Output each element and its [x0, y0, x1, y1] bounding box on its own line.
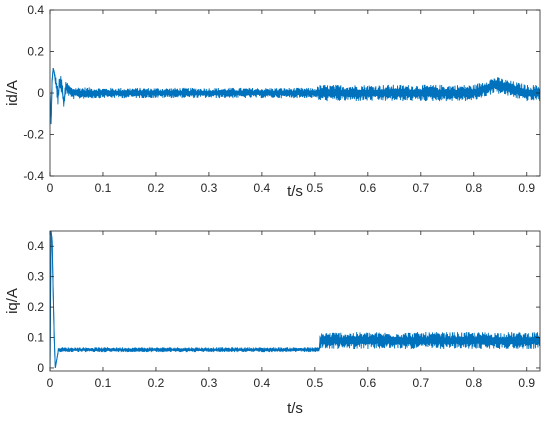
iq-ytick-label: 0.2	[27, 300, 44, 314]
id-ytick-label: 0	[37, 86, 44, 100]
id-ytick-label: -0.4	[23, 169, 44, 183]
id-xtick-label: 0.9	[518, 181, 535, 195]
id-xtick-label: 0.3	[201, 181, 218, 195]
id-xtick-label: 0.5	[307, 181, 324, 195]
id-xtick-label: 0.7	[412, 181, 429, 195]
id-xtick-label: 0.2	[148, 181, 165, 195]
iq-series-line	[50, 232, 540, 368]
id-xtick-label: 0.8	[465, 181, 482, 195]
iq-ytick-label: 0	[37, 361, 44, 375]
id-plot-frame	[49, 9, 541, 177]
id-xlabel: t/s	[287, 183, 303, 200]
id-xtick-label: 0.1	[95, 181, 112, 195]
id-ticks: 0 0.1 0.2 0.3 0.4 0.5 0.6 0.7 0.8 0.9 -0.4 -0.2 0 0.2…	[23, 3, 540, 195]
id-xtick-label: 0.4	[254, 181, 271, 195]
id-series-trend	[50, 67, 540, 125]
iq-xtick-label: 0.5	[307, 376, 324, 390]
iq-plot: 0 0.1 0.2 0.3 0.4 0.5 0.6 0.7 0.8 0.9 0 0.1 0.2 0.3 0.…	[4, 230, 541, 417]
iq-series	[50, 231, 540, 369]
iq-xtick-label: 0.2	[148, 376, 165, 390]
id-series-line	[50, 68, 540, 118]
iq-xtick-label: 0.6	[359, 376, 376, 390]
id-ytick-label: 0.2	[27, 45, 44, 59]
iq-ytick-label: 0.4	[27, 239, 44, 253]
iq-series-trend	[50, 231, 540, 369]
iq-ylabel: iq/A	[4, 288, 21, 314]
iq-xlabel: t/s	[287, 400, 303, 417]
iq-plot-frame	[49, 230, 541, 372]
iq-xtick-label: 0.1	[95, 376, 112, 390]
id-ytick-label: 0.4	[27, 3, 44, 17]
id-ytick-label: -0.2	[23, 128, 44, 142]
id-xtick-label: 0	[47, 181, 54, 195]
iq-xtick-label: 0.7	[412, 376, 429, 390]
iq-ytick-label: 0.3	[27, 270, 44, 284]
id-series	[50, 67, 540, 125]
iq-xtick-label: 0.4	[254, 376, 271, 390]
id-xtick-label: 0.6	[359, 181, 376, 195]
id-plot: 0 0.1 0.2 0.3 0.4 0.5 0.6 0.7 0.8 0.9 -0.4 -0.2 0 0.2…	[4, 3, 541, 200]
iq-ytick-label: 0.1	[27, 331, 44, 345]
iq-xtick-label: 0.9	[518, 376, 535, 390]
iq-xtick-label: 0	[47, 376, 54, 390]
iq-xtick-label: 0.8	[465, 376, 482, 390]
iq-ticks: 0 0.1 0.2 0.3 0.4 0.5 0.6 0.7 0.8 0.9 0 0.1 0.2 0.3 0.…	[27, 231, 540, 390]
iq-xtick-label: 0.3	[201, 376, 218, 390]
id-ylabel: id/A	[4, 80, 21, 106]
